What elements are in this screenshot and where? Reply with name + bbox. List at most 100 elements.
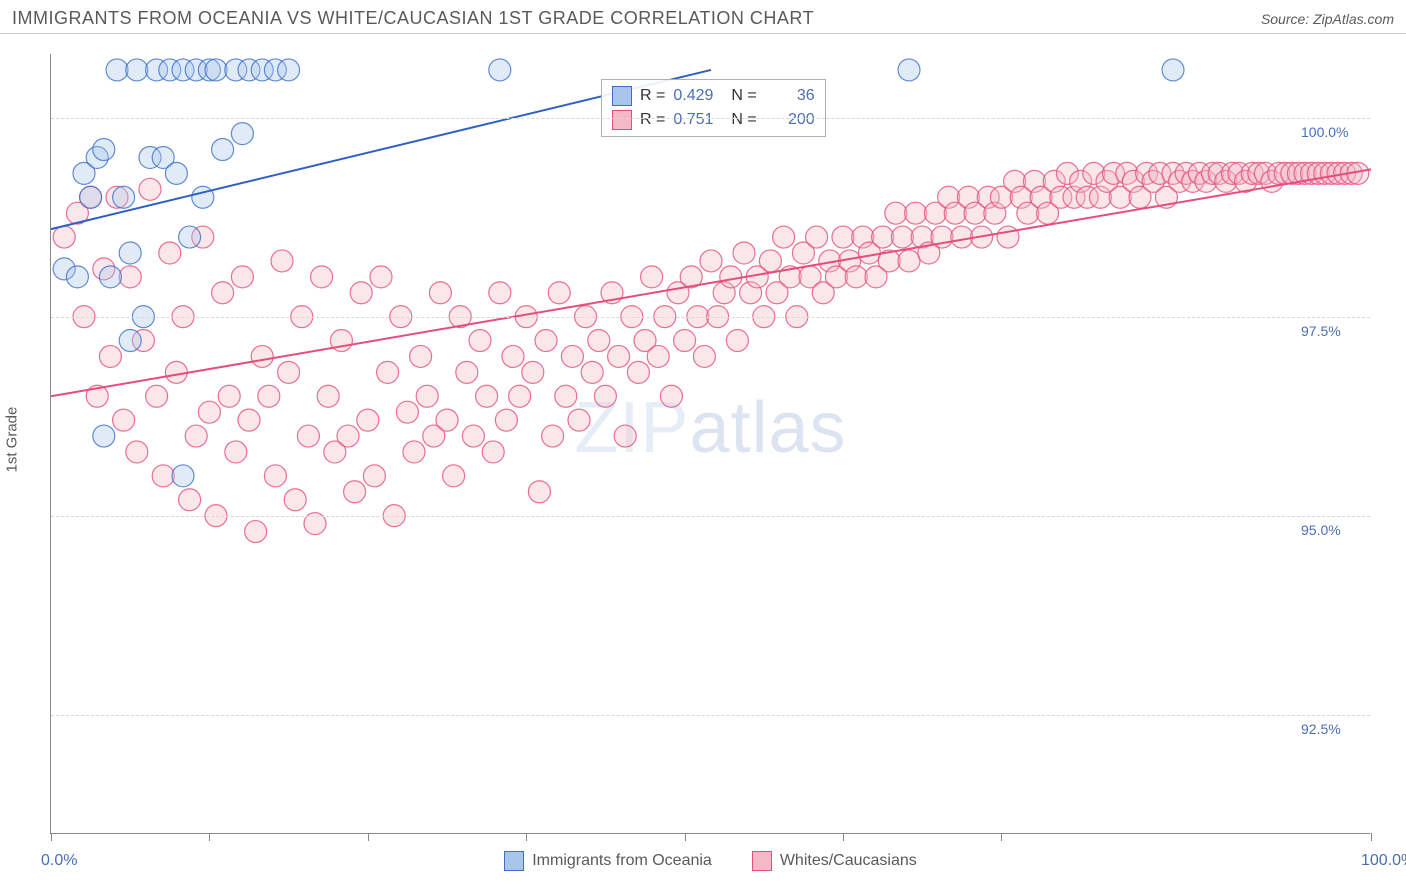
data-point <box>179 226 201 248</box>
data-point <box>660 385 682 407</box>
x-tick <box>1371 833 1372 841</box>
x-tick <box>1001 833 1002 841</box>
legend-n-value: 200 <box>765 111 815 129</box>
data-point <box>93 425 115 447</box>
chart-title: IMMIGRANTS FROM OCEANIA VS WHITE/CAUCASI… <box>12 8 814 29</box>
data-point <box>416 385 438 407</box>
data-point <box>476 385 498 407</box>
data-point <box>152 465 174 487</box>
data-point <box>231 123 253 145</box>
data-point <box>159 242 181 264</box>
legend-swatch <box>504 851 524 871</box>
data-point <box>456 361 478 383</box>
data-point <box>251 345 273 367</box>
data-point <box>726 330 748 352</box>
data-point <box>891 226 913 248</box>
legend-swatch <box>612 110 632 130</box>
data-point <box>403 441 425 463</box>
data-point <box>509 385 531 407</box>
legend-n-value: 36 <box>765 87 815 105</box>
legend-r-value: 0.751 <box>673 111 723 129</box>
data-point <box>113 186 135 208</box>
data-point <box>284 489 306 511</box>
data-point <box>238 409 260 431</box>
data-point <box>297 425 319 447</box>
x-tick-label: 100.0% <box>1361 852 1406 870</box>
source-name: ZipAtlas.com <box>1313 11 1394 27</box>
data-point <box>93 139 115 161</box>
legend-r-value: 0.429 <box>673 87 723 105</box>
data-point <box>641 266 663 288</box>
data-point <box>172 465 194 487</box>
data-point <box>119 242 141 264</box>
data-point <box>205 59 227 81</box>
data-point <box>344 481 366 503</box>
data-point <box>845 266 867 288</box>
series-legend-label: Whites/Caucasians <box>780 852 917 870</box>
data-point <box>951 226 973 248</box>
data-point <box>377 361 399 383</box>
data-point <box>350 282 372 304</box>
series-legend-item: Whites/Caucasians <box>752 851 917 871</box>
data-point <box>773 226 795 248</box>
legend-r-label: R = <box>640 87 665 105</box>
data-point <box>185 425 207 447</box>
x-tick <box>526 833 527 841</box>
data-point <box>997 226 1019 248</box>
data-point <box>245 521 267 543</box>
data-point <box>502 345 524 367</box>
chart-header: IMMIGRANTS FROM OCEANIA VS WHITE/CAUCASI… <box>0 0 1406 34</box>
data-point <box>898 250 920 272</box>
data-point <box>278 59 300 81</box>
data-point <box>165 162 187 184</box>
data-point <box>370 266 392 288</box>
data-point <box>528 481 550 503</box>
data-point <box>436 409 458 431</box>
data-point <box>337 425 359 447</box>
correlation-legend: R =0.429N =36R =0.751N =200 <box>601 79 826 137</box>
data-point <box>271 250 293 272</box>
x-tick <box>51 833 52 841</box>
data-point <box>489 59 511 81</box>
series-legend: Immigrants from Oceania Whites/Caucasians <box>51 851 1370 871</box>
data-point <box>119 330 141 352</box>
data-point <box>535 330 557 352</box>
y-tick-label: 97.5% <box>1301 323 1381 339</box>
x-tick <box>685 833 686 841</box>
series-legend-item: Immigrants from Oceania <box>504 851 712 871</box>
data-point <box>258 385 280 407</box>
data-point <box>898 59 920 81</box>
data-point <box>905 202 927 224</box>
y-tick-label: 100.0% <box>1301 124 1381 140</box>
legend-r-label: R = <box>640 111 665 129</box>
plot-area: ZIPatlas R =0.429N =36R =0.751N =200 Imm… <box>50 54 1370 834</box>
data-point <box>264 465 286 487</box>
data-point <box>99 266 121 288</box>
data-point <box>495 409 517 431</box>
data-point <box>139 178 161 200</box>
legend-n-label: N = <box>731 87 756 105</box>
data-point <box>627 361 649 383</box>
y-tick-label: 92.5% <box>1301 721 1381 737</box>
series-legend-label: Immigrants from Oceania <box>532 852 712 870</box>
data-point <box>231 266 253 288</box>
data-point <box>561 345 583 367</box>
data-point <box>469 330 491 352</box>
data-point <box>542 425 564 447</box>
source-prefix: Source: <box>1261 11 1313 27</box>
legend-row: R = 0.429 N = 36 <box>612 84 815 108</box>
gridline-h <box>51 118 1370 119</box>
legend-swatch <box>612 86 632 106</box>
data-point <box>410 345 432 367</box>
data-point <box>700 250 722 272</box>
data-point <box>614 425 636 447</box>
gridline-h <box>51 516 1370 517</box>
x-tick <box>209 833 210 841</box>
data-point <box>80 186 102 208</box>
data-point <box>212 139 234 161</box>
data-point <box>489 282 511 304</box>
x-tick-label: 0.0% <box>41 852 77 870</box>
x-tick <box>843 833 844 841</box>
data-point <box>522 361 544 383</box>
data-point <box>396 401 418 423</box>
